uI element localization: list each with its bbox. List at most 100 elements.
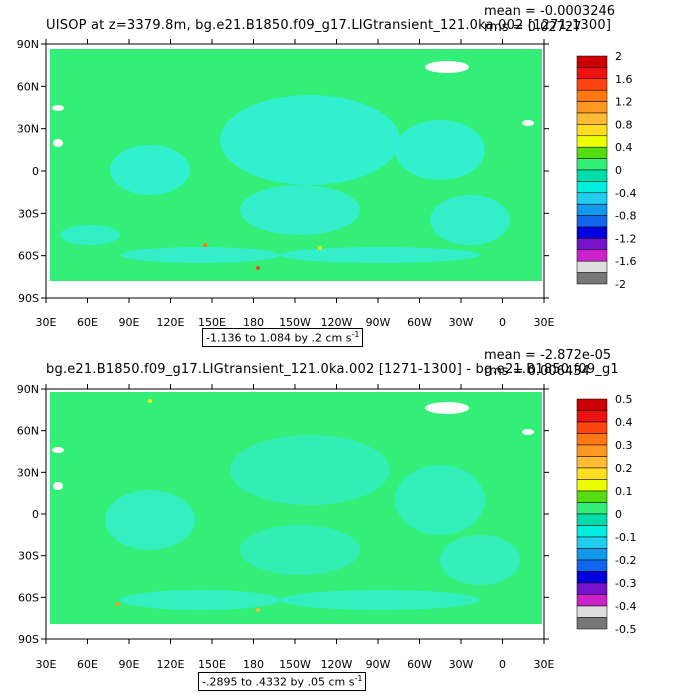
- colorbar-swatch: [576, 502, 608, 515]
- colorbar-label: -0.3: [615, 577, 636, 590]
- colorbar-swatch: [576, 490, 608, 503]
- lat-tick-label: 90S: [18, 633, 39, 646]
- colorbar-swatch: [576, 548, 608, 561]
- panel2-land-masks: [46, 402, 544, 639]
- panel2-range-box: -.2895 to .4332 by .05 cm s-1: [198, 672, 367, 691]
- colorbar-swatch: [576, 467, 608, 480]
- lon-tick-label: 150E: [198, 658, 226, 671]
- colorbar-swatch: [576, 582, 608, 595]
- colorbar-swatch: [576, 513, 608, 526]
- lon-tick-label: 30W: [449, 658, 474, 671]
- colorbar-swatch: [576, 605, 608, 618]
- panel1-ocean-field: [50, 49, 542, 281]
- lat-tick-label: 30N: [17, 123, 39, 136]
- panel1-colorbar: 2 1.6 1.2 0.8 0.4 0 -0.4 -0.8 -1.2 -1.6 -2: [576, 50, 636, 291]
- colorbar-label: 1.6: [615, 73, 633, 86]
- panel2-title: bg.e21.B1850.f09_g17.LIGtransient_121.0k…: [46, 362, 619, 377]
- lon-tick-label: 180: [243, 316, 264, 329]
- colorbar-swatch: [576, 571, 608, 584]
- lon-tick-label: 60W: [407, 658, 432, 671]
- colorbar-label: 0.3: [615, 439, 633, 452]
- colorbar-swatch: [576, 272, 608, 285]
- panel2-range-text: -.2895 to .4332 by .05 cm s: [202, 675, 355, 689]
- colorbar-swatch: [576, 421, 608, 434]
- lat-tick-label: 30S: [18, 550, 39, 563]
- lon-tick-label: 0: [499, 658, 506, 671]
- panel2-colorbar: 0.5 0.4 0.3 0.2 0.1 0 -0.1 -0.2 -0.3 -0.4 -0.5: [576, 393, 636, 636]
- lat-tick-label: 0: [32, 165, 39, 178]
- colorbar-label: -0.4: [615, 187, 636, 200]
- lon-tick-label: 90E: [119, 316, 140, 329]
- colorbar-label: -0.4: [615, 600, 636, 613]
- colorbar-swatch: [576, 410, 608, 423]
- panel1-range-box: -1.136 to 1.084 by .2 cm s-1: [202, 328, 364, 347]
- colorbar-label: 0.2: [615, 462, 633, 475]
- lat-tick-label: 60S: [18, 250, 39, 263]
- lat-tick-label: 0: [32, 508, 39, 521]
- colorbar-label: -1.6: [615, 255, 636, 268]
- panel1-land-masks: [46, 61, 544, 298]
- colorbar-label: 0.4: [615, 416, 633, 429]
- lon-tick-label: 120W: [321, 658, 353, 671]
- colorbar-label: -0.2: [615, 554, 636, 567]
- colorbar-label: 0: [615, 508, 622, 521]
- colorbar-swatch: [576, 617, 608, 630]
- colorbar-swatch: [576, 536, 608, 549]
- lon-tick-label: 120E: [157, 658, 185, 671]
- panel1-rms: rms = 0.02727: [484, 20, 582, 35]
- colorbar-swatch: [576, 398, 608, 411]
- colorbar-swatch: [576, 594, 608, 607]
- lat-tick-label: 30S: [18, 207, 39, 220]
- lon-tick-label: 120W: [321, 316, 353, 329]
- colorbar-swatch: [576, 479, 608, 492]
- lon-tick-label: 60W: [407, 316, 432, 329]
- lon-tick-label: 30E: [534, 658, 555, 671]
- lon-tick-label: 150E: [198, 316, 226, 329]
- colorbar-label: 2: [615, 50, 622, 63]
- panel1-title: UISOP at z=3379.8m, bg.e21.B1850.f09_g17…: [46, 18, 612, 33]
- lat-tick-label: 60N: [17, 80, 39, 93]
- colorbar-label: -0.8: [615, 210, 636, 223]
- lon-tick-label: 180: [243, 658, 264, 671]
- colorbar-swatch: [576, 525, 608, 538]
- colorbar-label: -1.2: [615, 232, 636, 245]
- panel2-ticks: 90N 60N 30N 0 30S 60S 90S 30E 60E 90E 120E 150E 180 1…: [17, 383, 555, 671]
- lon-tick-label: 90E: [119, 658, 140, 671]
- colorbar-label: 0.4: [615, 141, 633, 154]
- colorbar-label: 1.2: [615, 96, 633, 109]
- lat-tick-label: 90S: [18, 292, 39, 305]
- lat-tick-label: 30N: [17, 466, 39, 479]
- colorbar-swatch: [576, 433, 608, 446]
- panel1-mean: mean = -0.0003246: [484, 4, 616, 19]
- lon-tick-label: 120E: [157, 316, 185, 329]
- colorbar-swatch: [576, 559, 608, 572]
- colorbar-swatch: [576, 444, 608, 457]
- colorbar-swatch: [576, 456, 608, 469]
- lon-tick-label: 30E: [36, 658, 57, 671]
- panel2-range-sup: -1: [354, 674, 363, 683]
- lon-tick-label: 60E: [77, 658, 98, 671]
- lon-tick-label: 30E: [534, 316, 555, 329]
- lat-tick-label: 90N: [17, 38, 39, 51]
- panel1-range-text: -1.136 to 1.084 by .2 cm s: [206, 331, 352, 345]
- panel1-ticks: 90N 60N 30N 0 30S 60S 90S 30E 60E 90E 120E 150E 180 1…: [17, 38, 555, 329]
- colorbar-label: 0.8: [615, 118, 633, 131]
- lat-tick-label: 90N: [17, 383, 39, 396]
- lon-tick-label: 150W: [279, 316, 311, 329]
- lon-tick-label: 60E: [77, 316, 98, 329]
- lon-tick-label: 150W: [279, 658, 311, 671]
- panel2-mean: mean = -2.872e-05: [484, 348, 612, 363]
- colorbar-label: -0.1: [615, 531, 636, 544]
- colorbar-label: -0.5: [615, 623, 636, 636]
- colorbar-label: 0.1: [615, 485, 633, 498]
- lon-tick-label: 90W: [366, 316, 391, 329]
- colorbar-label: 0.5: [615, 393, 633, 406]
- panel2-rms: rms = 0.006434: [484, 364, 590, 379]
- lon-tick-label: 30E: [36, 316, 57, 329]
- lon-tick-label: 90W: [366, 658, 391, 671]
- lat-tick-label: 60S: [18, 591, 39, 604]
- lat-tick-label: 60N: [17, 425, 39, 438]
- colorbar-label: 0: [615, 164, 622, 177]
- panel2-ocean-field: [50, 392, 542, 624]
